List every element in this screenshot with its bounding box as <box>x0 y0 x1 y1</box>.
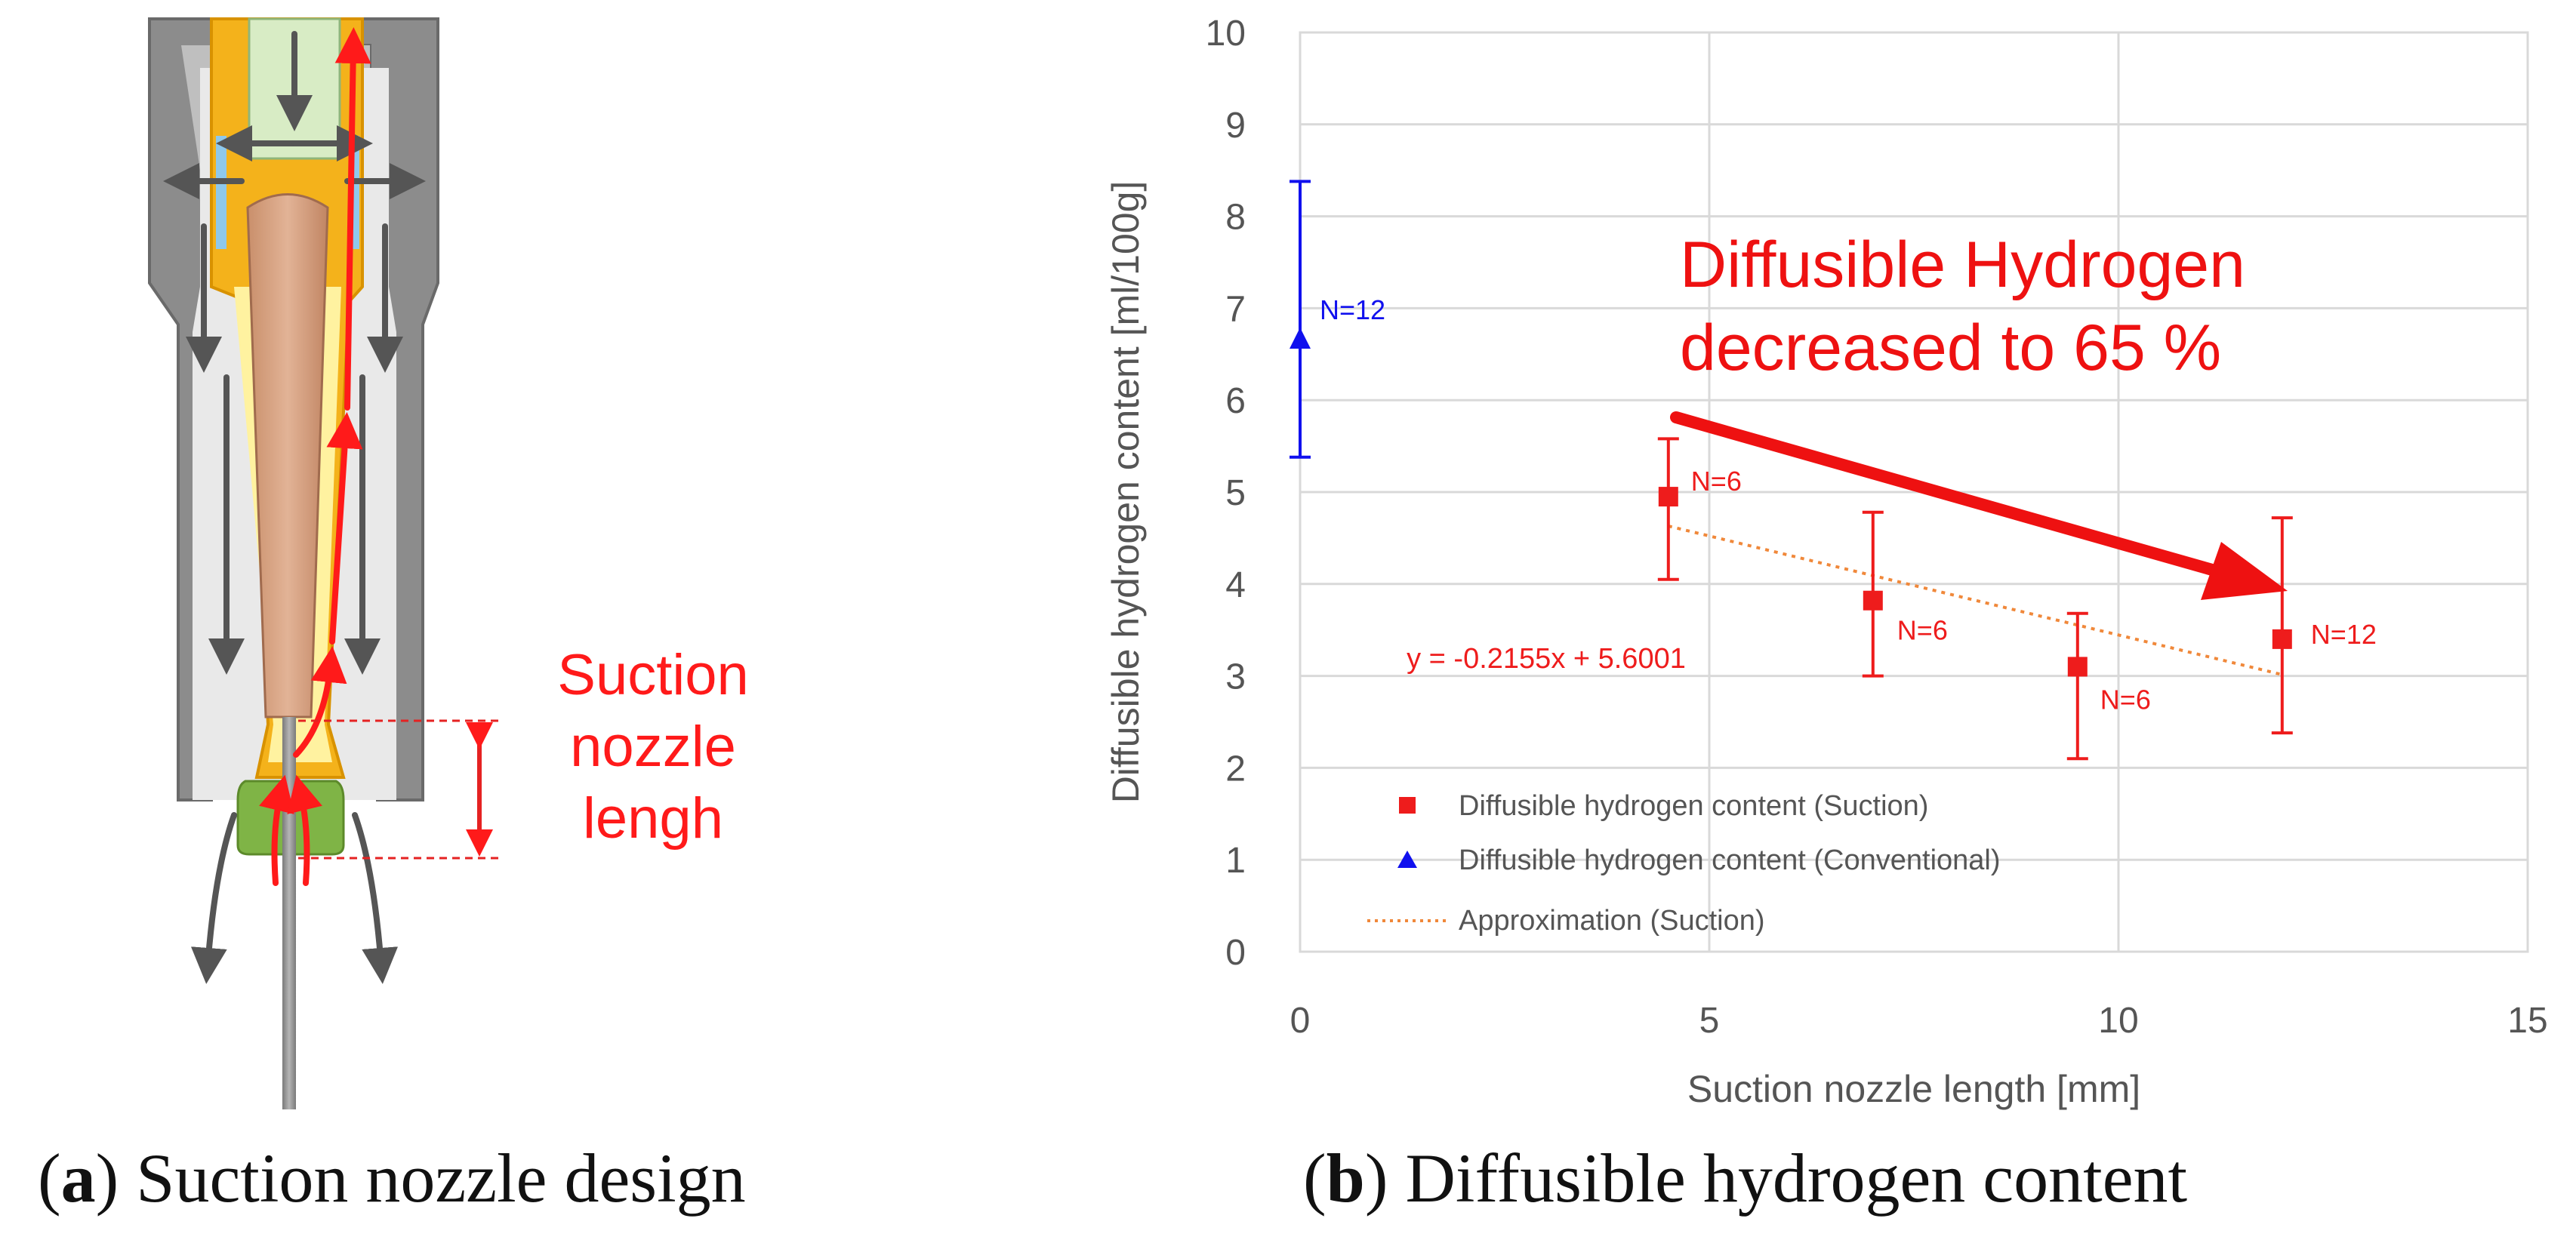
caption-b-letter: b <box>1326 1140 1365 1217</box>
point-label-suction-3: N=12 <box>2311 619 2377 650</box>
chart: 0 1 2 3 4 5 6 7 8 9 10 0 5 10 15 Diffusible hydrogen … <box>1105 14 2548 1110</box>
y-tick-label-10: 10 <box>1206 14 1246 54</box>
callout-line-2: decreased to 65 % <box>1680 312 2221 384</box>
point-label-suction-1: N=6 <box>1897 615 1948 646</box>
nozzle-length-annotation-2: nozzle <box>570 715 736 779</box>
legend-conventional-marker <box>1397 851 1417 868</box>
y-tick-label-8: 8 <box>1225 198 1246 238</box>
y-tick-labels: 0 1 2 3 4 5 6 7 8 9 10 <box>1206 14 1246 973</box>
callout-line-1: Diffusible Hydrogen <box>1680 229 2245 301</box>
point-label-suction-0: N=6 <box>1691 466 1742 497</box>
y-tick-label-1: 1 <box>1225 841 1246 881</box>
caption-a: (a) Suction nozzle design <box>38 1140 746 1217</box>
suction-flow <box>259 27 371 886</box>
y-tick-label-2: 2 <box>1225 749 1246 789</box>
legend-conventional-label: Diffusible hydrogen content (Conventiona… <box>1459 845 2001 876</box>
error-bars <box>1290 180 2293 761</box>
x-tick-label-5: 5 <box>1699 1001 1720 1041</box>
nozzle-diagram: Suction nozzle lengh <box>148 17 749 1109</box>
point-label-suction-2: N=6 <box>2100 684 2151 715</box>
marker-conventional-0 <box>1290 328 1311 349</box>
marker-suction-0 <box>1658 487 1678 507</box>
marker-suction-3 <box>2272 629 2292 649</box>
legend-trend-label: Approximation (Suction) <box>1459 905 1765 937</box>
y-tick-label-9: 9 <box>1225 106 1246 146</box>
trendline-approximation <box>1668 525 2283 676</box>
data-markers <box>1290 328 2292 677</box>
legend-suction-marker <box>1399 797 1416 814</box>
gridlines <box>1299 31 2529 953</box>
y-tick-label-7: 7 <box>1225 289 1246 329</box>
caption-b-title: Diffusible hydrogen content <box>1405 1140 2188 1217</box>
y-tick-label-0: 0 <box>1225 933 1246 973</box>
y-tick-label-3: 3 <box>1225 657 1246 697</box>
y-axis-label: Diffusible hydrogen content [ml/100g] <box>1105 181 1147 804</box>
legend: Diffusible hydrogen content (Suction) Di… <box>1367 790 2001 937</box>
marker-suction-2 <box>2067 657 2088 677</box>
nozzle-length-annotation-1: Suction <box>557 643 749 707</box>
slot-left <box>216 136 226 249</box>
x-tick-label-15: 15 <box>2507 1001 2547 1041</box>
trendline <box>1668 525 2283 676</box>
caption-b: (b) Diffusible hydrogen content <box>1303 1140 2188 1217</box>
x-tick-labels: 0 5 10 15 <box>1290 1001 2548 1041</box>
y-tick-label-4: 4 <box>1225 565 1246 605</box>
caption-a-title: Suction nozzle design <box>136 1140 746 1217</box>
trend-equation: y = -0.2155x + 5.6001 <box>1407 643 1686 675</box>
wire <box>282 717 296 1109</box>
y-tick-label-6: 6 <box>1225 381 1246 421</box>
decrease-arrow <box>1670 411 2288 600</box>
caption-a-letter: a <box>60 1140 96 1217</box>
y-tick-label-5: 5 <box>1225 473 1246 513</box>
x-tick-label-0: 0 <box>1290 1001 1311 1041</box>
length-dimension <box>298 719 502 860</box>
contact-tip <box>246 193 329 718</box>
point-labels: N=6 N=6 N=6 N=12 N=12 <box>1320 294 2377 715</box>
marker-suction-1 <box>1863 590 1883 611</box>
x-axis-label: Suction nozzle length [mm] <box>1687 1068 2140 1110</box>
legend-suction-label: Diffusible hydrogen content (Suction) <box>1459 790 1928 822</box>
x-tick-label-10: 10 <box>2098 1001 2138 1041</box>
nozzle-length-annotation-3: lengh <box>583 786 723 851</box>
point-label-conventional-0: N=12 <box>1320 294 1385 325</box>
